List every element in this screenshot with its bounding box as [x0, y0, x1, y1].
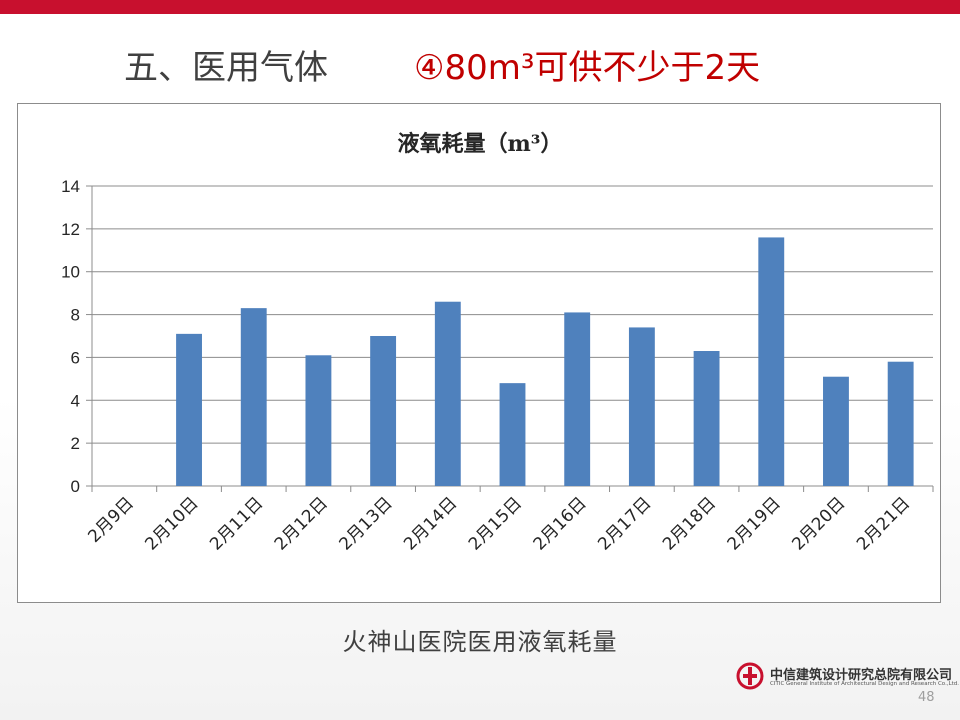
- x-tick-label: 2月18日: [659, 493, 720, 554]
- slide-title: 五、医用气体: [124, 48, 328, 88]
- x-tick-label: 2月12日: [271, 493, 332, 554]
- chart-frame: 液氧耗量（m³） 0 2 4 6 8 10 12 14 2月9日 2月10日 2月11日 2月12日 2…: [17, 103, 941, 603]
- bar: [823, 376, 849, 486]
- bar: [628, 327, 655, 486]
- y-tick-label: 2: [71, 434, 80, 453]
- company-name: 中信建筑设计研究总院有限公司: [770, 668, 953, 683]
- bar: [434, 301, 461, 486]
- x-tick-label: 2月21日: [853, 493, 914, 554]
- x-tick-label: 2月14日: [400, 493, 461, 554]
- slide-title-line: 五、医用气体 ④80m³可供不少于2天: [124, 40, 760, 88]
- y-tick-label: 0: [71, 477, 80, 496]
- bar-chart: 0 2 4 6 8 10 12 14 2月9日 2月10日 2月11日 2月12日 2月13日 2月14日…: [61, 177, 934, 555]
- company-logo-icon: [736, 662, 764, 690]
- bar: [887, 361, 914, 486]
- x-tick-label: 2月19日: [724, 493, 785, 554]
- bar: [240, 308, 267, 486]
- y-tick-label: 10: [61, 263, 80, 282]
- y-tick-label: 8: [71, 306, 80, 325]
- y-tick-label: 4: [71, 391, 80, 410]
- chart-caption: 火神山医院医用液氧耗量: [342, 628, 618, 656]
- page-number: 48: [918, 690, 935, 705]
- x-tick-label: 2月16日: [530, 493, 591, 554]
- y-tick-label: 14: [61, 177, 80, 196]
- slide-highlight: ④80m³可供不少于2天: [414, 48, 761, 88]
- chart-title: 液氧耗量（m³）: [397, 131, 563, 157]
- bar: [370, 336, 397, 486]
- x-tick-label: 2月11日: [206, 493, 267, 554]
- x-tick-label: 2月17日: [594, 493, 655, 554]
- bar: [499, 383, 526, 486]
- x-tick-label: 2月9日: [84, 493, 137, 546]
- bar: [176, 333, 202, 486]
- company-name-en: CITIC General Institute of Architectural…: [770, 681, 960, 687]
- x-tick-label: 2月10日: [141, 493, 202, 554]
- bar: [693, 351, 720, 486]
- bar: [564, 312, 591, 486]
- y-tick-label: 6: [71, 348, 80, 367]
- bar: [305, 355, 332, 486]
- y-tick-label: 12: [61, 220, 80, 239]
- x-tick-label: 2月20日: [788, 493, 849, 554]
- bar: [758, 237, 785, 486]
- top-accent-bar: [0, 0, 960, 14]
- x-tick-label: 2月15日: [465, 493, 526, 554]
- x-tick-label: 2月13日: [336, 493, 397, 554]
